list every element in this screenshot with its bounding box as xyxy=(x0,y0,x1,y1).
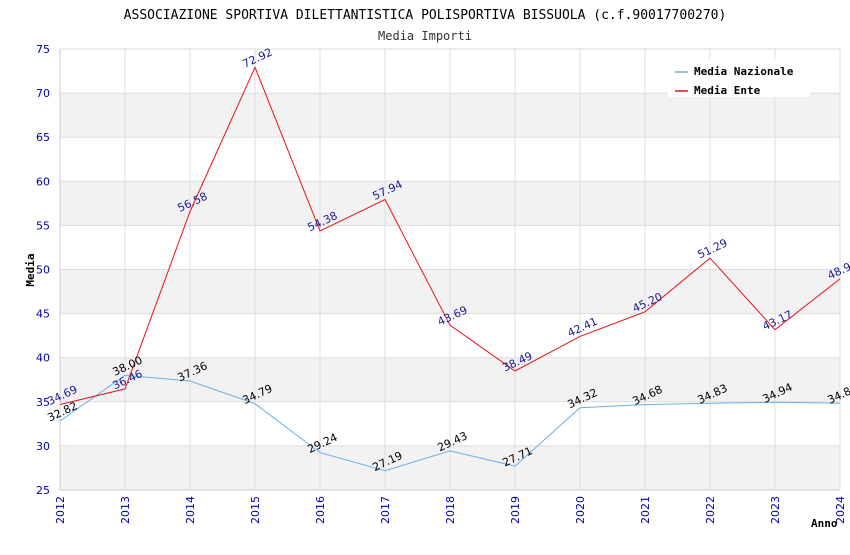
y-tick-label: 25 xyxy=(36,484,50,497)
y-tick-label: 30 xyxy=(36,440,50,453)
x-tick-label: 2022 xyxy=(704,496,717,524)
x-tick-label: 2018 xyxy=(444,496,457,524)
legend: Media Nazionale Media Ente xyxy=(668,59,810,97)
y-tick-label: 55 xyxy=(36,219,50,232)
y-tick-label: 60 xyxy=(36,175,50,188)
y-tick-label: 35 xyxy=(36,396,50,409)
x-tick-label: 2017 xyxy=(379,496,392,524)
legend-box xyxy=(668,59,810,97)
legend-label-media-ente: Media Ente xyxy=(694,84,761,97)
x-tick-label: 2012 xyxy=(54,496,67,524)
x-tick-label: 2015 xyxy=(249,496,262,524)
y-tick-label: 40 xyxy=(36,352,50,365)
legend-label-media-nazionale: Media Nazionale xyxy=(694,65,794,78)
x-tick-label: 2021 xyxy=(639,496,652,524)
series-lines xyxy=(59,66,841,472)
x-tick-label: 2016 xyxy=(314,496,327,524)
x-tick-label: 2019 xyxy=(509,496,522,524)
y-tick-label: 50 xyxy=(36,264,50,277)
x-axis-ticks: 2012 2013 2014 2015 2016 2017 2018 2019 2020 2021… xyxy=(54,496,847,524)
y-tick-label: 70 xyxy=(36,87,50,100)
grid-lines xyxy=(59,48,841,491)
y-tick-label: 65 xyxy=(36,131,50,144)
chart-subtitle: Media Importi xyxy=(378,29,472,43)
y-tick-label: 45 xyxy=(36,308,50,321)
x-tick-label: 2023 xyxy=(769,496,782,524)
x-axis-label: Anno xyxy=(811,517,838,530)
y-axis-ticks: 25 30 35 40 45 50 55 60 65 70 75 xyxy=(36,43,50,497)
chart-title: ASSOCIAZIONE SPORTIVA DILETTANTISTICA PO… xyxy=(124,8,727,23)
y-axis-label: Media xyxy=(24,253,37,286)
series-line-media-nazionale xyxy=(59,374,841,472)
x-tick-label: 2014 xyxy=(184,496,197,524)
x-tick-label: 2020 xyxy=(574,496,587,524)
x-tick-label: 2024 xyxy=(834,496,847,524)
series-line-media-ente xyxy=(59,66,841,405)
x-tick-label: 2013 xyxy=(119,496,132,524)
y-tick-label: 75 xyxy=(36,43,50,56)
